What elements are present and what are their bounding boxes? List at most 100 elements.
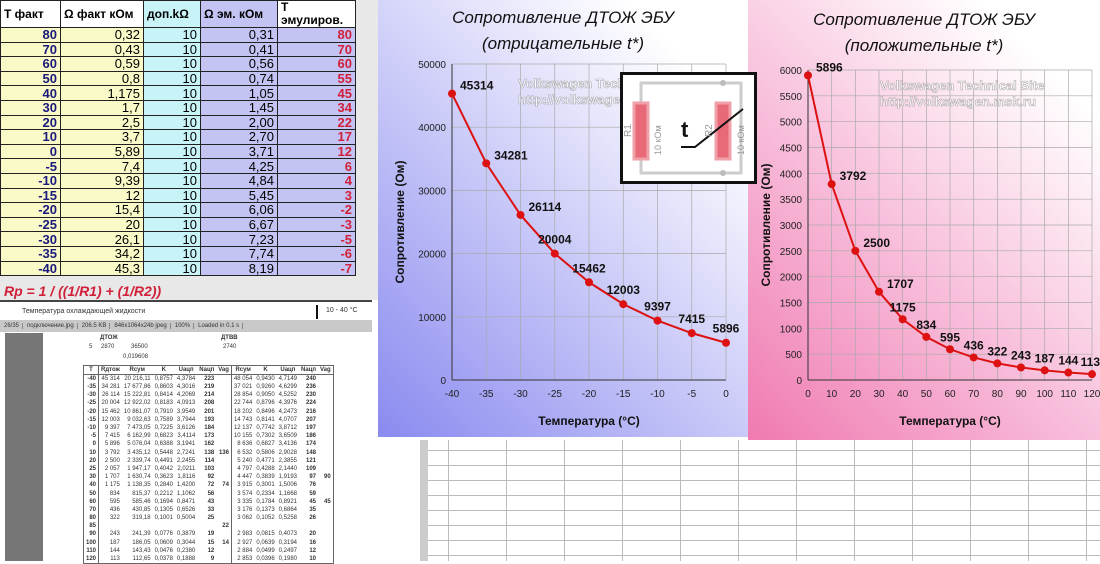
table-cell[interactable]: 10 [143, 27, 201, 43]
table-cell[interactable]: -40 [0, 260, 61, 277]
table-cell[interactable]: 4,84 [200, 172, 278, 189]
data-point [875, 287, 883, 296]
table-cell[interactable]: 0,41 [200, 41, 278, 58]
table-cell[interactable]: 50 [0, 70, 61, 87]
table-cell[interactable]: 70 [277, 41, 356, 58]
table-cell[interactable]: 7,74 [200, 245, 278, 262]
table-cell[interactable]: 6,67 [200, 216, 278, 233]
table-cell[interactable]: 80 [0, 27, 61, 43]
table-cell[interactable]: -20 [0, 202, 61, 218]
table-cell[interactable]: 26,1 [60, 231, 144, 247]
table-cell[interactable]: 10 [143, 70, 201, 87]
table-cell[interactable]: 10 [143, 216, 201, 233]
table-cell[interactable]: 3,71 [200, 143, 278, 160]
table-cell[interactable]: 10 [143, 202, 201, 218]
calc-cell: -30 [83, 391, 100, 400]
table-cell[interactable]: 1,05 [200, 85, 278, 101]
table-cell[interactable]: 20 [0, 114, 61, 131]
table-cell[interactable]: 10 [0, 129, 61, 145]
table-cell[interactable]: 1,7 [60, 99, 144, 116]
table-cell[interactable]: 30 [0, 99, 61, 116]
table-cell[interactable]: -5 [277, 231, 356, 247]
data-point [550, 249, 559, 258]
table-cell[interactable]: -7 [277, 260, 356, 277]
table-cell[interactable]: -5 [0, 158, 61, 174]
table-cell[interactable]: 5,89 [60, 143, 144, 160]
table-cell[interactable]: 0,31 [200, 27, 278, 43]
table-cell[interactable]: 7,23 [200, 231, 278, 247]
table-cell[interactable]: 55 [277, 70, 356, 87]
table-cell[interactable]: 6 [277, 158, 356, 174]
table-cell[interactable]: 10 [143, 85, 201, 101]
table-cell[interactable]: 70 [0, 41, 61, 58]
table-cell[interactable]: 0,74 [200, 70, 278, 87]
table-cell[interactable]: 0,43 [60, 41, 144, 58]
table-cell[interactable]: 9,39 [60, 172, 144, 189]
table-cell[interactable]: 45,3 [60, 260, 144, 277]
table-cell[interactable]: 2,00 [200, 114, 278, 131]
table-cell[interactable]: 0 [0, 143, 61, 160]
table-cell[interactable]: 10 [143, 245, 201, 262]
table-cell[interactable]: 34,2 [60, 245, 144, 262]
table-cell[interactable]: 4 [277, 172, 356, 189]
table-cell[interactable]: 10 [143, 114, 201, 131]
table-cell[interactable]: 10 [143, 56, 201, 72]
table-cell[interactable]: 80 [277, 27, 356, 43]
table-cell[interactable]: 10 [143, 158, 201, 174]
junction-dot [720, 80, 726, 86]
table-cell[interactable]: 10 [143, 187, 201, 204]
table-cell[interactable]: 0,32 [60, 27, 144, 43]
table-cell[interactable]: 10 [143, 99, 201, 116]
calc-cell: 4,2069 [176, 392, 196, 399]
table-cell[interactable]: 0,8 [60, 70, 144, 87]
table-cell[interactable]: 10 [143, 129, 201, 145]
table-cell[interactable]: -35 [0, 245, 61, 262]
table-cell[interactable]: -10 [0, 172, 61, 189]
table-cell[interactable]: 10 [143, 143, 201, 160]
calc-cell: 12 003 [101, 416, 120, 423]
table-cell[interactable]: 6,06 [200, 202, 278, 218]
table-cell[interactable]: 3,7 [60, 129, 144, 145]
empty-sheet-grid[interactable] [420, 440, 1100, 561]
table-cell[interactable]: 10 [143, 172, 201, 189]
table-cell[interactable]: 12 [277, 143, 356, 160]
table-cell[interactable]: 40 [0, 85, 61, 101]
header-t-fact: Т факт [0, 0, 61, 28]
table-cell[interactable]: 3 [277, 187, 356, 204]
table-cell[interactable]: 1,45 [200, 99, 278, 116]
chart-negative-temps: Сопротивление ДТОЖ ЭБУ (отрицательные t*… [378, 0, 748, 437]
table-cell[interactable]: 4,25 [200, 158, 278, 174]
table-cell[interactable]: -2 [277, 202, 356, 218]
table-cell[interactable]: 7,4 [60, 158, 144, 174]
calc-cell [216, 456, 232, 465]
table-cell[interactable]: 12 [60, 187, 144, 204]
table-cell[interactable]: -3 [277, 216, 356, 233]
table-cell[interactable]: 2,5 [60, 114, 144, 131]
table-cell[interactable]: 20 [60, 216, 144, 233]
table-cell[interactable]: 10 [143, 260, 201, 277]
calc-cell: -25 [83, 399, 100, 408]
table-cell[interactable]: -15 [0, 187, 61, 204]
table-cell[interactable]: 10 [143, 231, 201, 247]
table-cell[interactable]: 1,175 [60, 85, 144, 101]
table-cell[interactable]: 15,4 [60, 202, 144, 218]
table-cell[interactable]: 5,45 [200, 187, 278, 204]
table-cell[interactable]: 2,70 [200, 129, 278, 145]
table-cell[interactable]: 10 [143, 41, 201, 58]
table-cell[interactable]: -25 [0, 216, 61, 233]
table-cell[interactable]: -6 [277, 245, 356, 262]
table-cell[interactable]: 17 [277, 129, 356, 145]
vertical-scrollbar[interactable] [420, 440, 428, 561]
table-cell[interactable]: -30 [0, 231, 61, 247]
table-cell[interactable]: 8,19 [200, 260, 278, 277]
table-cell[interactable]: 45 [277, 85, 356, 101]
status-filename[interactable]: подключение.jpg [27, 323, 78, 329]
table-cell[interactable]: 34 [277, 99, 356, 116]
table-cell[interactable]: 60 [0, 56, 61, 72]
table-cell[interactable]: 0,56 [200, 56, 278, 72]
table-cell[interactable]: 22 [277, 114, 356, 131]
circuit-diagram: R1 10 кОм R2 10 кОм t [620, 72, 757, 184]
table-cell[interactable]: 60 [277, 56, 356, 72]
table-cell[interactable]: 0,59 [60, 56, 144, 72]
calc-cell: 35 [309, 506, 317, 513]
